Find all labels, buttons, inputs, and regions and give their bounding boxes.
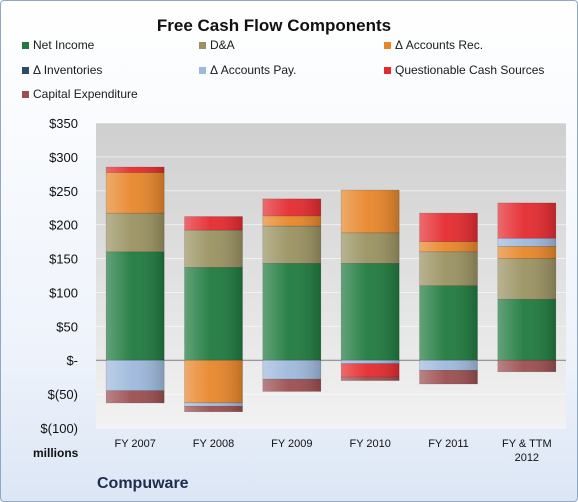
legend-label: Δ Inventories <box>33 63 102 77</box>
bar-d-a <box>419 251 478 286</box>
legend: Net Income D&A Δ Accounts Rec. Δ Inventorie… <box>22 38 544 101</box>
unit-label: millions <box>33 446 79 460</box>
y-tick-label: $150 <box>49 252 78 267</box>
legend-swatch <box>199 67 206 74</box>
bar-group-fy-2007 <box>105 166 165 404</box>
legend-label: Capital Expenditure <box>33 87 138 101</box>
bar-accounts-pay <box>184 402 243 407</box>
bar-questionable-cash-sources <box>262 198 322 217</box>
legend-item-inventories: Δ Inventories <box>22 63 102 77</box>
y-tick-label: $200 <box>49 218 78 233</box>
bar-accounts-rec <box>340 189 400 234</box>
bar-net-income <box>105 251 165 361</box>
bar-questionable-cash-sources <box>497 202 557 239</box>
bar-capital-expenditure <box>497 359 557 373</box>
legend-item-capital-expenditure: Capital Expenditure <box>22 87 138 101</box>
legend-label: Δ Accounts Rec. <box>395 38 483 52</box>
legend-swatch <box>384 67 391 74</box>
legend-item-questionable-cash-sources: Questionable Cash Sources <box>384 63 544 77</box>
bar-group-fy-2011 <box>419 212 478 385</box>
legend-item-d-a: D&A <box>199 38 235 52</box>
y-tick-label: $50 <box>56 319 78 334</box>
legend-label: D&A <box>210 38 235 52</box>
y-tick-label: $250 <box>49 184 78 199</box>
x-tick-label: FY 2008 <box>193 438 234 450</box>
bar-d-a <box>184 229 243 268</box>
bar-accounts-rec <box>105 172 165 214</box>
bar-group-fy-2010 <box>340 189 400 381</box>
bar-group-fy-2008 <box>184 216 243 413</box>
x-axis-ticks: FY 2007 FY 2008 FY 2009 FY 2010 FY 2011 FY & … <box>114 438 551 464</box>
legend-swatch <box>199 42 206 49</box>
y-tick-label: $100 <box>49 285 78 300</box>
bar-questionable-cash-sources <box>105 166 165 173</box>
legend-swatch <box>384 42 391 49</box>
gridlines <box>96 122 566 429</box>
x-tick-label: FY 2011 <box>428 438 469 450</box>
bar-d-a <box>105 212 165 253</box>
bar-accounts-rec <box>419 241 478 253</box>
company-name: Compuware <box>97 475 189 492</box>
bar-accounts-pay <box>419 359 478 371</box>
legend-swatch <box>22 91 29 98</box>
plot-area <box>96 123 566 428</box>
x-tick-label: FY 2009 <box>271 438 312 450</box>
bar-accounts-rec <box>184 359 243 404</box>
x-tick-label: FY 2010 <box>349 438 390 450</box>
bar-net-income <box>262 262 322 361</box>
y-tick-label: $(100) <box>40 421 78 436</box>
bar-capital-expenditure <box>105 390 165 404</box>
bar-questionable-cash-sources <box>340 363 400 378</box>
legend-label: Δ Accounts Pay. <box>210 63 297 77</box>
y-tick-label: $- <box>66 353 78 368</box>
bar-net-income <box>419 285 478 361</box>
y-tick-label: $350 <box>49 116 78 131</box>
y-axis-ticks: $350 $300 $250 $200 $150 $100 $50 $- $(50) $(100) <box>40 116 78 436</box>
bar-net-income <box>497 298 557 361</box>
legend-label: Questionable Cash Sources <box>395 63 544 77</box>
legend-item-accounts-rec: Δ Accounts Rec. <box>384 38 483 52</box>
bar-d-a <box>340 232 400 264</box>
bar-questionable-cash-sources <box>419 212 478 242</box>
bar-group-fy-2009 <box>262 198 322 392</box>
bar-accounts-pay <box>340 359 400 364</box>
bar-d-a <box>497 258 557 300</box>
chart-title: Free Cash Flow Components <box>157 16 391 35</box>
x-tick-label: FY & TTM 2012 <box>502 438 552 464</box>
legend-item-net-income: Net Income <box>22 38 95 52</box>
bar-capital-expenditure <box>419 370 478 385</box>
bar-d-a <box>262 225 322 264</box>
bar-accounts-rec <box>497 246 557 259</box>
bar-accounts-pay <box>262 359 322 380</box>
x-tick-label: FY 2007 <box>114 438 155 450</box>
bar-group-fy-ttm-2012 <box>497 202 557 373</box>
bar-capital-expenditure <box>340 376 400 381</box>
bar-accounts-pay <box>105 359 165 392</box>
bar-capital-expenditure <box>184 406 243 413</box>
legend-item-accounts-pay: Δ Accounts Pay. <box>199 63 297 77</box>
legend-swatch <box>22 42 29 49</box>
legend-swatch <box>22 67 29 74</box>
y-tick-label: $300 <box>49 150 78 165</box>
y-tick-label: $(50) <box>48 387 78 402</box>
bar-capital-expenditure <box>262 378 322 392</box>
bar-net-income <box>340 262 400 361</box>
bar-questionable-cash-sources <box>184 216 243 231</box>
bar-accounts-rec <box>262 215 322 227</box>
legend-label: Net Income <box>33 38 95 52</box>
bar-accounts-pay <box>497 237 557 247</box>
bar-net-income <box>184 267 243 361</box>
